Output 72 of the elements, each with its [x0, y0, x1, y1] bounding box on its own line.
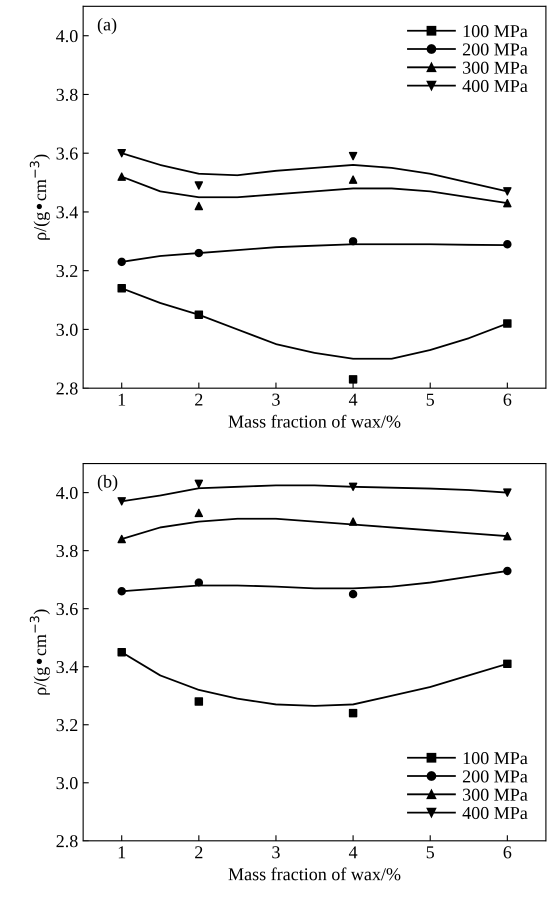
y-tick-label: 3.8	[56, 544, 78, 558]
x-axis-title: Mass fraction of wax/%	[228, 414, 400, 428]
point	[348, 482, 358, 492]
x-tick-label: 3	[272, 846, 280, 858]
point	[117, 258, 126, 266]
y-tick-label: 3.6	[56, 602, 78, 616]
point	[194, 508, 204, 518]
y-axis-title: ρ/(g•cm$^{−3}$)	[30, 154, 50, 240]
y-axis-title: ρ/(g•cm$^{−3}$)	[30, 610, 50, 695]
y-tick-label: 3.8	[56, 88, 78, 101]
x-tick-label: 6	[504, 394, 512, 406]
point	[117, 648, 126, 656]
point	[194, 202, 204, 210]
point	[503, 198, 512, 208]
y-tick-label: 3.6	[56, 148, 78, 160]
point	[348, 375, 358, 384]
point	[194, 248, 204, 258]
point	[503, 488, 512, 497]
point	[348, 175, 358, 184]
point	[194, 578, 204, 587]
legend-label: 400 MPa	[462, 80, 528, 92]
point	[503, 566, 512, 576]
point	[117, 587, 126, 596]
point	[348, 590, 358, 598]
legend-label: 300 MPa	[463, 788, 528, 801]
point	[117, 172, 126, 181]
point	[348, 708, 358, 718]
legend-label: 300 MPa	[463, 62, 528, 74]
legend-label: 200 MPa	[462, 770, 528, 783]
point	[117, 497, 126, 506]
point	[117, 534, 126, 544]
x-tick-label: 1	[118, 846, 126, 858]
y-tick-label: 2.8	[56, 382, 78, 395]
point	[194, 181, 204, 190]
y-tick-label: 3.4	[56, 661, 78, 674]
y-tick-label: 3.2	[56, 719, 78, 732]
point	[194, 697, 204, 706]
point	[503, 240, 512, 248]
legend-label: 200 MPa	[462, 43, 528, 56]
y-tick-label: 3.0	[56, 777, 78, 790]
point	[117, 284, 126, 293]
y-tick-label: 4.0	[56, 486, 78, 500]
point	[503, 187, 512, 196]
y-tick-label: 3.2	[56, 264, 78, 278]
point	[503, 660, 512, 668]
point	[348, 152, 358, 160]
point	[194, 310, 204, 319]
annotation: (a)	[98, 18, 116, 34]
point	[503, 319, 512, 328]
legend-label: 100 MPa	[464, 25, 528, 38]
y-tick-label: 3.0	[56, 324, 78, 336]
x-tick-label: 4	[348, 846, 358, 858]
x-tick-label: 3	[272, 394, 280, 406]
point	[348, 237, 358, 246]
x-tick-label: 2	[195, 846, 202, 858]
point	[503, 532, 512, 540]
legend-label: 100 MPa	[464, 752, 528, 764]
y-tick-label: 3.4	[56, 206, 78, 218]
point	[348, 517, 358, 526]
x-tick-label: 2	[195, 394, 202, 406]
y-tick-label: 4.0	[56, 30, 78, 42]
x-tick-label: 1	[118, 394, 126, 406]
legend-label: 400 MPa	[462, 806, 528, 820]
point	[117, 148, 126, 158]
point	[194, 480, 204, 488]
x-tick-label: 4	[348, 394, 358, 406]
x-tick-label: 6	[504, 846, 512, 858]
y-tick-label: 2.8	[56, 835, 78, 848]
x-tick-label: 5	[426, 394, 434, 406]
annotation: (b)	[98, 474, 118, 492]
x-axis-title: Mass fraction of wax/%	[228, 867, 400, 880]
x-tick-label: 5	[426, 846, 434, 858]
